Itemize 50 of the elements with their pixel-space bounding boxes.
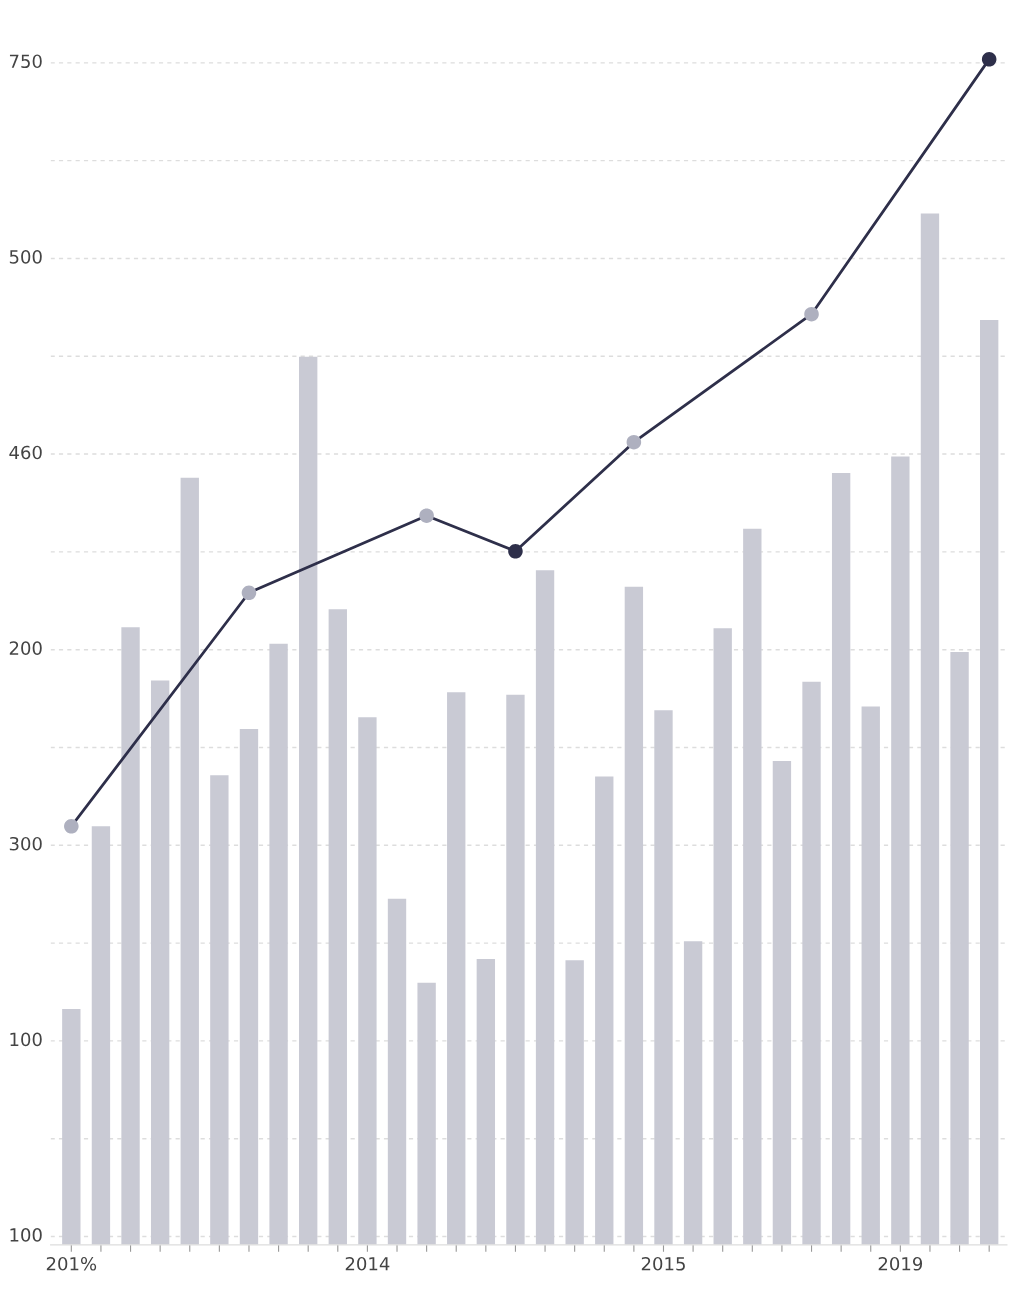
bar <box>683 941 703 1245</box>
bar <box>476 959 496 1245</box>
bar <box>654 710 673 1245</box>
x-tick-label: 201% <box>46 1256 97 1271</box>
point <box>508 544 523 559</box>
bar <box>91 826 111 1245</box>
bar <box>743 528 762 1245</box>
bar <box>861 706 880 1245</box>
bar <box>299 356 318 1245</box>
point <box>804 306 819 322</box>
bar <box>891 456 910 1245</box>
bar <box>417 982 436 1245</box>
bar <box>210 775 229 1245</box>
bar <box>831 473 851 1245</box>
text: 200 <box>9 641 42 655</box>
text: 500 <box>9 250 42 264</box>
bar <box>121 627 140 1245</box>
bar <box>239 729 259 1245</box>
bar <box>980 320 999 1245</box>
point <box>241 585 257 601</box>
text: 100 <box>10 1228 42 1242</box>
bar <box>328 609 347 1245</box>
bar <box>950 652 969 1245</box>
bar <box>447 692 466 1245</box>
text: 300 <box>9 836 42 851</box>
bar <box>358 717 377 1245</box>
text: 100 <box>10 1032 42 1047</box>
bar <box>713 628 732 1245</box>
bar <box>565 960 584 1245</box>
bar <box>535 570 555 1245</box>
bar <box>802 681 821 1245</box>
bar <box>624 586 644 1245</box>
bar <box>62 1008 81 1245</box>
point <box>626 434 642 450</box>
x-tick-label: 2014 <box>345 1256 390 1271</box>
bar <box>150 680 170 1245</box>
point <box>64 819 79 834</box>
x-tick-label: 2019 <box>878 1256 923 1271</box>
bar <box>595 776 614 1245</box>
bar <box>269 643 288 1245</box>
point <box>419 508 434 523</box>
bar <box>920 213 940 1245</box>
text: 750 <box>9 54 42 69</box>
bar <box>506 694 525 1245</box>
bar <box>387 898 407 1245</box>
x-tick-label: 2015 <box>641 1256 685 1271</box>
text: 460 <box>9 445 42 460</box>
bar <box>180 477 199 1245</box>
bar <box>772 761 792 1245</box>
point <box>981 51 997 67</box>
